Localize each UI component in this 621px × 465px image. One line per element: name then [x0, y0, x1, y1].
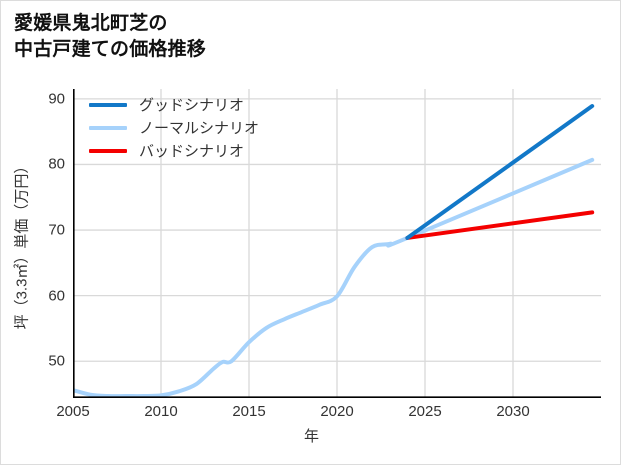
- series-line: [73, 157, 595, 398]
- legend-item[interactable]: バッドシナリオ: [89, 139, 319, 162]
- legend-item-label: バッドシナリオ: [139, 143, 245, 160]
- axis-lines: [73, 89, 601, 398]
- plot-area: [73, 89, 601, 398]
- legend-color-swatch: [89, 125, 127, 130]
- chart-canvas: [73, 89, 601, 398]
- data-series-group: [73, 104, 595, 398]
- x-tick-label: 2005: [56, 403, 90, 420]
- series-line: [405, 104, 595, 240]
- y-tick-label: 90: [48, 90, 65, 108]
- x-tick-label: 2020: [320, 403, 354, 420]
- y-tick-label: 70: [48, 221, 65, 239]
- chart-legend: グッドシナリオ ノーマルシナリオ バッドシナリオ: [89, 93, 319, 162]
- y-tick-label: 50: [48, 352, 65, 370]
- x-tick-label: 2015: [232, 403, 266, 420]
- y-axis-title-wrapper: 坪（3.3㎡）単価（万円）: [9, 89, 33, 398]
- chart-title: 愛媛県鬼北町芝の 中古戸建ての価格推移: [14, 13, 207, 61]
- legend-color-swatch: [89, 148, 127, 153]
- y-tick-label: 80: [48, 155, 65, 173]
- legend-item[interactable]: ノーマルシナリオ: [89, 116, 319, 139]
- legend-color-swatch: [89, 102, 127, 107]
- x-tick-label: 2010: [144, 403, 178, 420]
- series-line: [405, 210, 595, 240]
- legend-item[interactable]: グッドシナリオ: [89, 93, 319, 116]
- legend-item-label: ノーマルシナリオ: [139, 120, 260, 137]
- y-tick-label: 60: [48, 287, 65, 305]
- x-tick-label: 2030: [496, 403, 530, 420]
- x-tick-label: 2025: [408, 403, 442, 420]
- x-axis-title: 年: [303, 428, 319, 445]
- legend-item-label: グッドシナリオ: [139, 97, 245, 114]
- gridlines: [73, 89, 601, 398]
